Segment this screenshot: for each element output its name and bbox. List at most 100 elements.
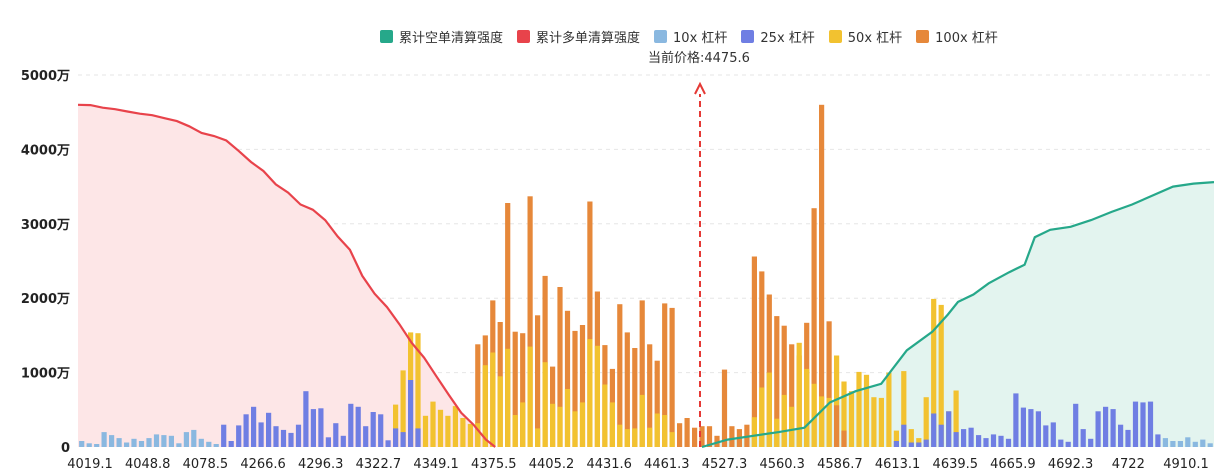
liq-bar-segment	[415, 428, 421, 447]
liq-bar-segment	[789, 406, 795, 447]
liq-bar	[325, 437, 331, 447]
liq-bar	[221, 424, 227, 447]
legend-lev10[interactable]: 10x 杠杆	[654, 27, 727, 46]
liq-bar	[213, 444, 219, 447]
liq-bar	[908, 429, 914, 447]
liq-bar	[318, 408, 324, 447]
liq-bar	[632, 348, 638, 447]
liq-bar	[856, 371, 862, 447]
liq-bar	[542, 275, 548, 447]
legend-lev50[interactable]: 50x 杠杆	[828, 27, 902, 46]
liq-bar	[437, 409, 444, 447]
legend-swatch-lev50	[828, 29, 842, 43]
liq-bar-segment	[557, 406, 563, 447]
liq-bar	[303, 391, 309, 447]
liq-bar	[938, 304, 944, 447]
liq-bar	[931, 298, 937, 447]
liq-bar	[1125, 429, 1131, 447]
liq-bar-segment	[908, 442, 914, 447]
liq-bar	[886, 372, 892, 447]
liq-bar-segment	[624, 429, 630, 447]
x-tick-label: 4560.3	[759, 457, 805, 472]
liq-bar-segment	[953, 432, 959, 447]
liq-bar-segment	[916, 442, 922, 447]
legend-lev100[interactable]: 100x 杠杆	[916, 27, 998, 46]
liq-bar	[1005, 438, 1012, 447]
liq-bar	[1050, 422, 1056, 447]
legend-long-liq[interactable]: 累计多单清算强度	[517, 27, 640, 46]
liq-bar	[1192, 441, 1198, 447]
liq-bar	[834, 355, 840, 447]
legend-label-lev100: 100x 杠杆	[935, 30, 998, 46]
liq-bar-segment	[923, 439, 929, 447]
liq-bar	[617, 304, 623, 447]
liq-bar	[893, 430, 899, 447]
liq-bar	[1185, 437, 1191, 447]
liq-bar	[94, 444, 100, 447]
liq-bar	[557, 287, 563, 447]
liq-bar-segment	[893, 441, 899, 447]
liq-bar	[505, 203, 511, 447]
liq-bar-segment	[520, 402, 526, 447]
liq-bar-segment	[804, 368, 810, 447]
liq-bar	[1207, 443, 1213, 447]
x-tick-label: 4431.6	[586, 457, 632, 472]
liq-bar	[901, 371, 907, 447]
liq-bar-segment	[587, 339, 593, 447]
liq-bar	[998, 435, 1004, 447]
liq-bar-segment	[669, 432, 675, 447]
leverage-bars	[79, 104, 1213, 448]
liq-bar	[624, 332, 630, 447]
liq-bar-segment	[946, 411, 952, 447]
legend-swatch-lev100	[916, 29, 930, 43]
liq-bar	[863, 374, 870, 447]
x-tick-label: 4692.3	[1048, 457, 1094, 472]
liq-bar	[826, 321, 832, 447]
legend-label-lev10: 10x 杠杆	[673, 30, 728, 46]
liq-bar	[811, 208, 817, 447]
liq-bar	[819, 104, 825, 448]
liq-bar	[684, 418, 690, 447]
liq-bar-segment	[527, 346, 533, 447]
liq-bar	[923, 397, 929, 447]
long-liq-area	[78, 104, 496, 448]
liq-bar-segment	[400, 432, 406, 447]
liq-bar	[138, 441, 145, 447]
liq-bar	[131, 438, 137, 447]
liq-bar	[310, 409, 316, 447]
y-axis: 0 1000万 2000万 3000万 4000万 5000万	[21, 69, 70, 456]
x-tick-label: 4461.3	[644, 457, 690, 472]
liq-bar	[475, 344, 481, 447]
legend-short-liq[interactable]: 累计空单清算强度	[380, 27, 503, 46]
liq-bar	[258, 422, 264, 447]
short-liq-area	[702, 182, 1214, 447]
liq-bar	[460, 418, 466, 447]
liq-bar	[714, 435, 720, 447]
liq-bar	[467, 423, 473, 447]
price-marker-arrow	[694, 81, 706, 95]
liq-bar	[699, 426, 705, 447]
liq-bar	[766, 294, 772, 447]
liq-bar-segment	[475, 423, 481, 447]
liq-bar	[953, 390, 959, 447]
liq-bar	[393, 404, 399, 447]
liq-bar	[1162, 438, 1168, 447]
cumulative-areas	[78, 104, 1214, 448]
liq-bar-segment	[841, 430, 847, 447]
x-tick-label: 4722	[1112, 457, 1145, 472]
liq-bar	[512, 331, 518, 447]
liq-bar-segment	[759, 387, 765, 447]
liq-bar	[759, 271, 765, 447]
x-tick-label: 4078.5	[183, 457, 229, 472]
y-tick-label: 2000万	[21, 292, 70, 307]
liq-bar	[520, 333, 526, 447]
liq-bar	[266, 412, 272, 447]
liq-bar-segment	[512, 415, 518, 447]
y-tick-label: 1000万	[21, 367, 70, 382]
legend-lev25[interactable]: 25x 杠杆	[741, 27, 815, 46]
legend-swatch-lev10	[654, 29, 668, 43]
liq-bar	[153, 434, 160, 447]
liq-bar	[236, 425, 242, 447]
liq-bar	[729, 426, 735, 447]
x-axis: 4019.1 4048.8 4078.5 4266.6 4296.3 4322.7 4349…	[67, 457, 1209, 472]
